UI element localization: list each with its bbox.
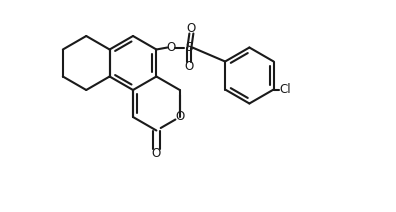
Text: O: O [167,41,176,54]
Text: S: S [186,41,193,54]
Text: O: O [175,110,185,124]
Text: Cl: Cl [280,83,291,96]
Text: O: O [152,147,161,160]
Text: O: O [185,60,194,73]
Text: O: O [187,22,196,35]
